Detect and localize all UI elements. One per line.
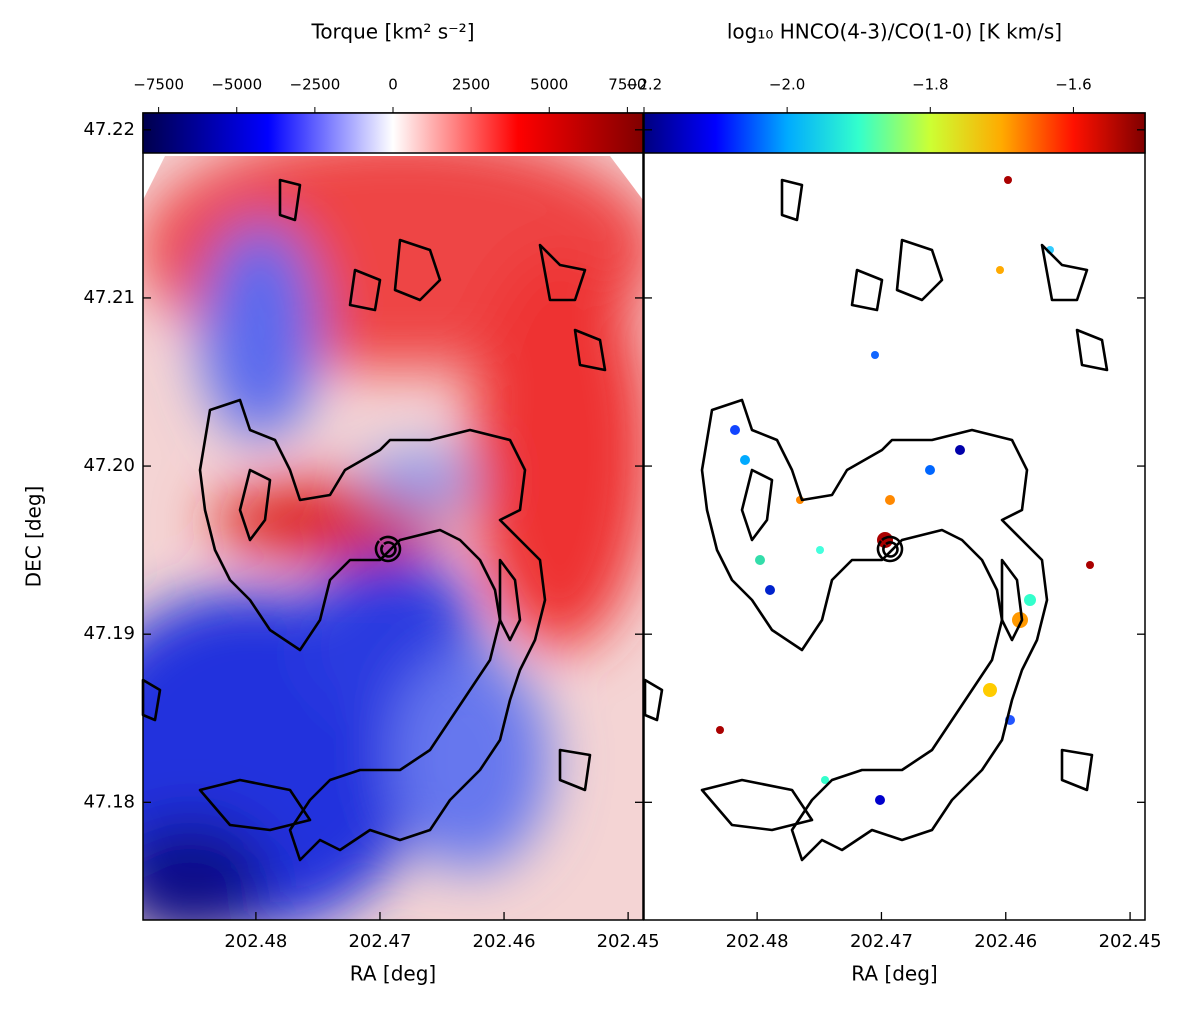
- colorbar-tick-label: −2.2: [626, 76, 662, 94]
- colorbar: [142, 112, 644, 154]
- x-tick-label: 202.47: [348, 931, 411, 952]
- y-tick-label: 47.18: [83, 791, 135, 812]
- y-tick-label: 47.20: [83, 455, 135, 476]
- y-tick-label: 47.22: [83, 119, 135, 140]
- colorbar-tick-label: −1.8: [912, 76, 948, 94]
- x-axis-label: RA [deg]: [350, 962, 436, 986]
- y-tick-label: 47.19: [83, 623, 135, 644]
- x-tick-label: 202.48: [726, 931, 789, 952]
- colorbar-tick-label: −1.6: [1055, 76, 1091, 94]
- x-tick-label: 202.48: [224, 931, 287, 952]
- colorbar-tick-label: −2.0: [769, 76, 805, 94]
- y-tick-label: 47.21: [83, 287, 135, 308]
- colorbar-tick-label: −7500: [133, 76, 184, 94]
- contour: [643, 178, 1109, 862]
- colorbar-tick-label: 2500: [452, 76, 490, 94]
- x-tick-label: 202.45: [597, 931, 660, 952]
- torque-map: [143, 156, 643, 920]
- colorbar: [643, 112, 1146, 154]
- colorbar-label: Torque [km² s⁻²]: [311, 20, 475, 44]
- colorbar-tick-label: 7500: [608, 76, 646, 94]
- colorbar-tick-label: 5000: [530, 76, 568, 94]
- x-axis-label: RA [deg]: [851, 962, 937, 986]
- colorbar-label: log₁₀ HNCO(4-3)/CO(1-0) [K km/s]: [727, 20, 1062, 44]
- ratio-map: [716, 176, 1094, 805]
- colorbar-tick-label: −2500: [290, 76, 341, 94]
- colorbar-tick-label: 0: [388, 76, 398, 94]
- x-tick-label: 202.46: [974, 931, 1037, 952]
- y-axis-label: DEC [deg]: [22, 486, 46, 588]
- colorbar-tick-label: −5000: [211, 76, 262, 94]
- axes-frame: [643, 112, 1146, 921]
- x-tick-label: 202.45: [1099, 931, 1162, 952]
- x-tick-label: 202.47: [850, 931, 913, 952]
- x-tick-label: 202.46: [473, 931, 536, 952]
